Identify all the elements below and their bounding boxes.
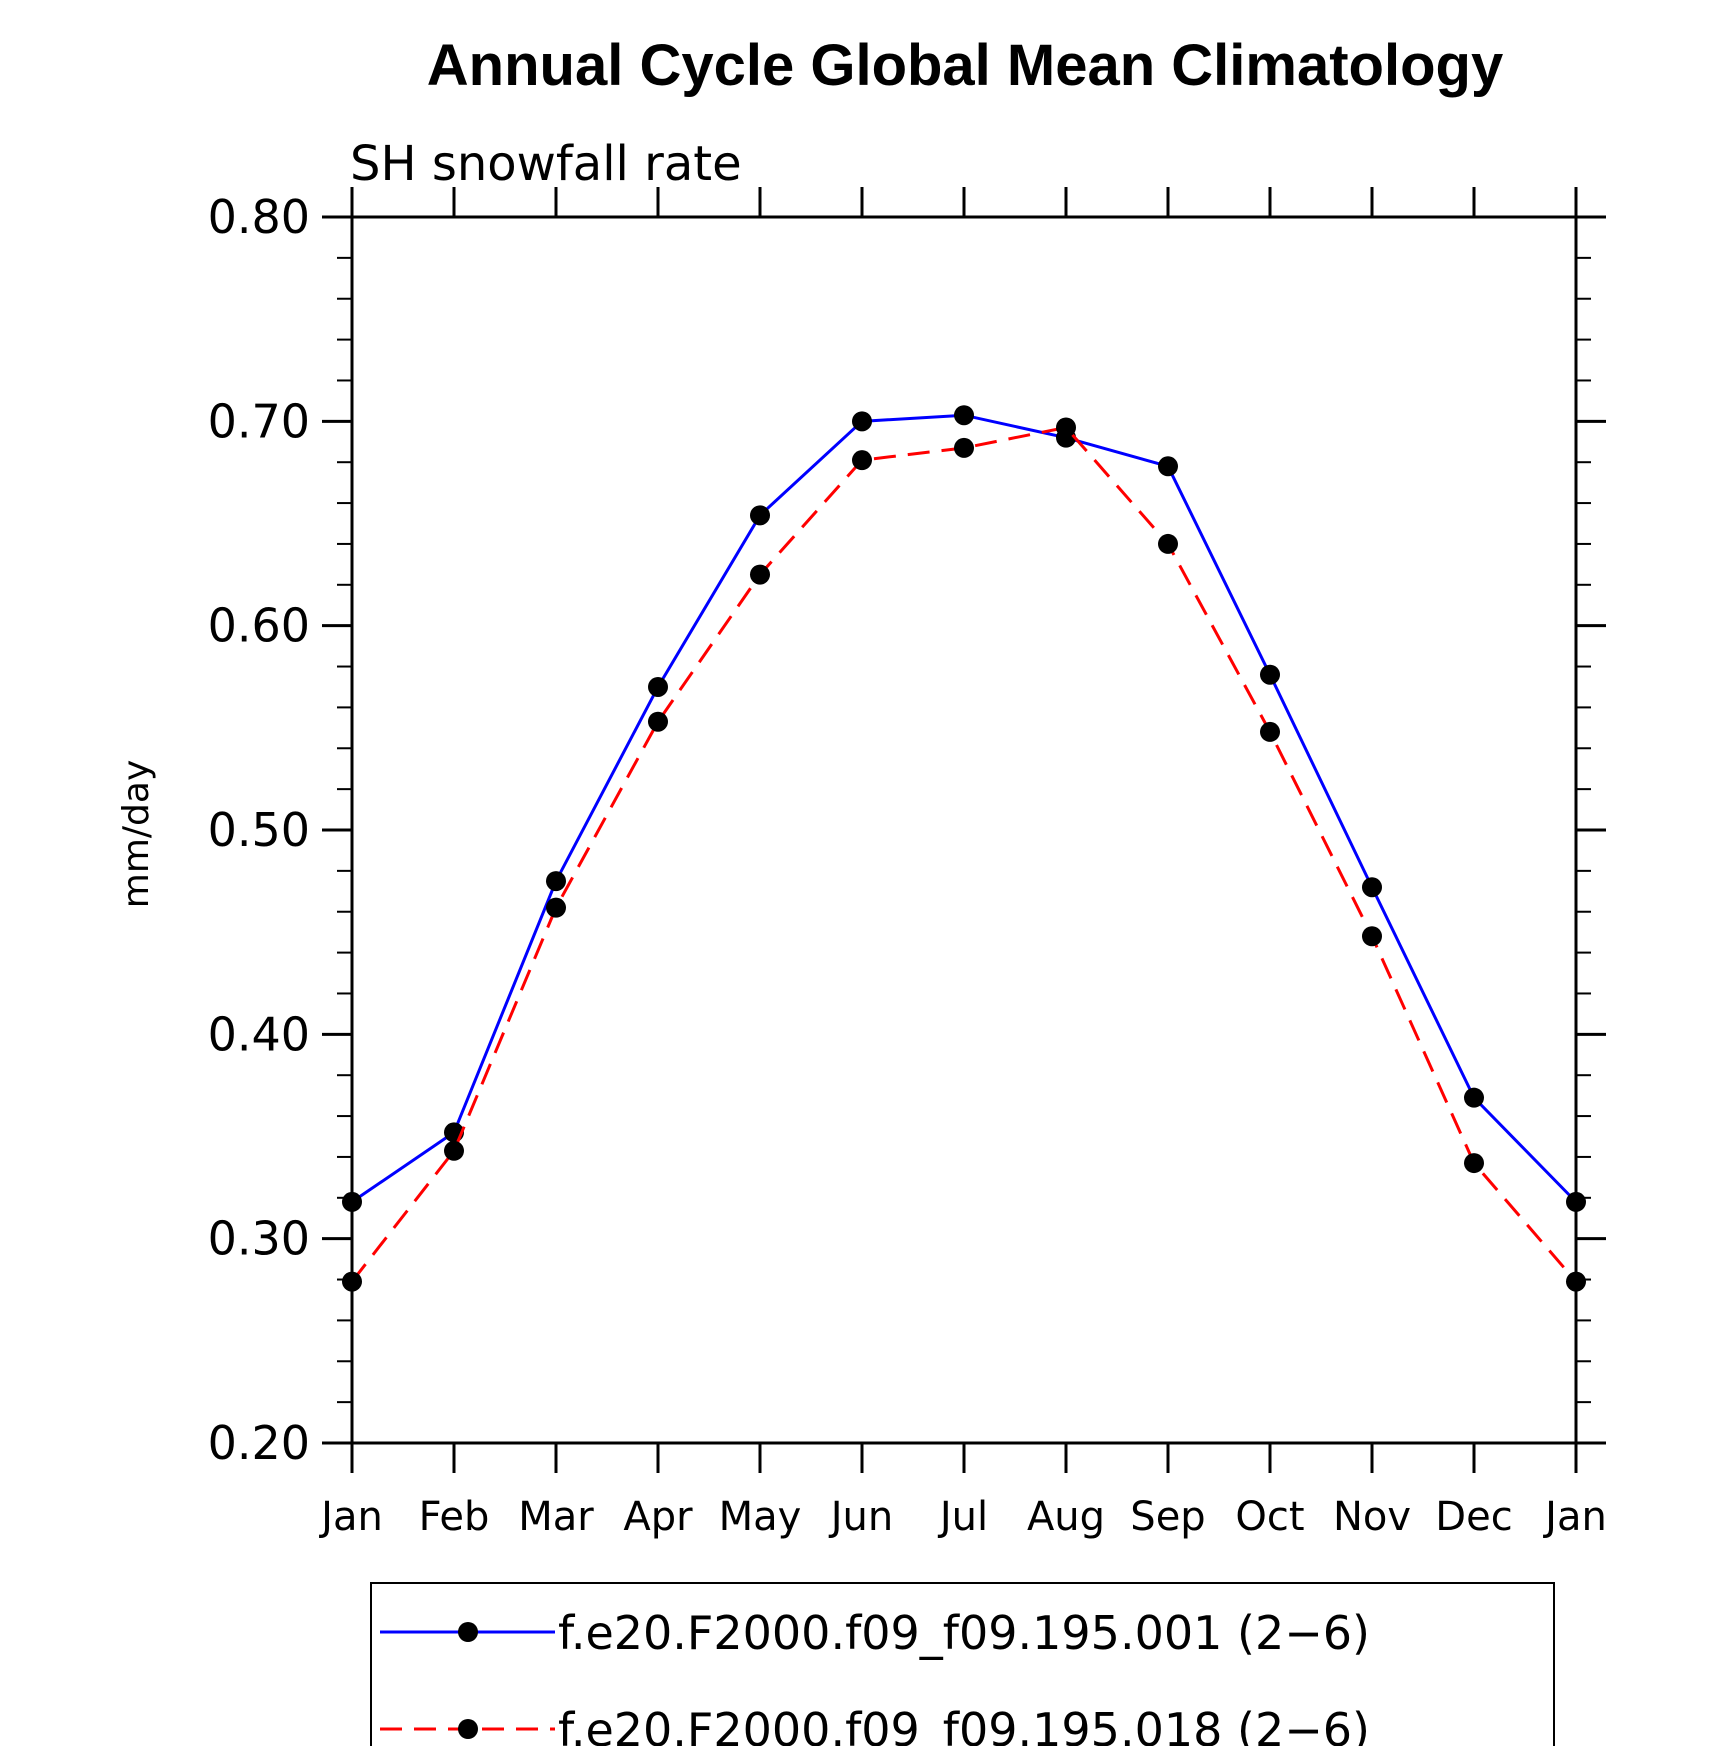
data-point-series-1 — [852, 411, 872, 432]
x-tick-label: Sep — [1130, 1494, 1205, 1540]
chart-subtitle: SH snowfall rate — [350, 136, 742, 192]
data-point-series-1 — [1362, 877, 1382, 898]
data-point-series-1 — [1260, 664, 1280, 685]
legend-box — [370, 1582, 1555, 1746]
y-axis-label: mm/day — [116, 760, 157, 908]
series-line-2 — [350, 425, 1578, 1283]
x-tick-label: Nov — [1333, 1494, 1411, 1540]
legend-marker-series-1 — [458, 1622, 478, 1642]
data-point-series-2 — [1566, 1271, 1586, 1292]
data-point-series-2 — [954, 437, 974, 458]
y-tick-label: 0.40 — [208, 1007, 310, 1061]
legend-label-series-1: f.e20.F2000.f09_f09.195.001 (2−6) — [558, 1606, 1370, 1660]
x-tick-label: Jun — [828, 1494, 894, 1540]
data-point-series-1 — [342, 1191, 362, 1212]
x-tick-label: May — [719, 1494, 802, 1540]
data-point-series-2 — [444, 1140, 464, 1161]
data-point-series-2 — [342, 1271, 362, 1292]
y-tick-label: 0.20 — [208, 1416, 310, 1470]
data-point-series-1 — [750, 505, 770, 526]
data-point-series-2 — [852, 450, 872, 471]
data-point-series-2 — [648, 711, 668, 732]
data-point-series-1 — [1158, 456, 1178, 477]
x-tick-label: Mar — [518, 1494, 594, 1540]
y-tick-label: 0.80 — [208, 190, 310, 244]
data-point-series-1 — [648, 676, 668, 697]
y-tick-label: 0.70 — [208, 394, 310, 448]
x-tick-label: Oct — [1235, 1494, 1304, 1540]
x-tick-label: Dec — [1435, 1494, 1512, 1540]
series-line-1 — [351, 413, 1578, 1204]
axes: 0.20 0.30 0.40 0.50 0.60 0.70 0.80 Jan Feb Mar Apr… — [208, 187, 1607, 1540]
data-point-series-2 — [1464, 1153, 1484, 1174]
plot-frame — [350, 215, 1578, 1445]
y-tick-label: 0.30 — [208, 1212, 310, 1266]
data-point-series-2 — [1056, 417, 1076, 438]
x-tick-label: Jul — [937, 1494, 988, 1540]
legend: f.e20.F2000.f09_f09.195.001 (2−6) f.e20.F… — [370, 1582, 1555, 1746]
data-point-series-2 — [1362, 926, 1382, 947]
data-point-series-1 — [1464, 1087, 1484, 1108]
legend-marker-series-2 — [458, 1719, 478, 1739]
x-tick-label: Feb — [419, 1494, 490, 1540]
x-tick-label: Jan — [1542, 1494, 1607, 1540]
data-point-series-2 — [1260, 721, 1280, 742]
x-tick-label: Aug — [1027, 1494, 1105, 1540]
chart-title: Annual Cycle Global Mean Climatology — [427, 33, 1503, 98]
data-point-series-2 — [546, 897, 566, 918]
legend-label-series-2: f.e20.F2000.f09_f09.195.018 (2−6) — [558, 1703, 1370, 1746]
data-point-series-2 — [750, 564, 770, 585]
data-point-series-1 — [546, 871, 566, 892]
data-point-series-1 — [954, 405, 974, 426]
data-point-series-1 — [1566, 1191, 1586, 1212]
y-tick-label: 0.50 — [208, 803, 310, 857]
data-point-series-2 — [1158, 533, 1178, 554]
y-tick-label: 0.60 — [208, 599, 310, 653]
series-layer — [342, 405, 1586, 1292]
x-tick-label: Apr — [623, 1494, 693, 1540]
x-tick-label: Jan — [318, 1494, 383, 1540]
